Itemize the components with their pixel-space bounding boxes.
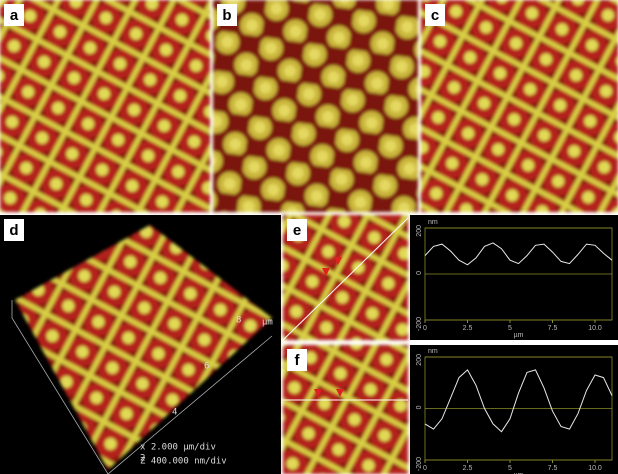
x-tick-label: 10.0 <box>588 325 602 332</box>
y-axis-label: nm <box>428 219 438 226</box>
panel-label: a <box>10 7 19 24</box>
afm-image-b <box>213 0 418 212</box>
3d-tick-label: 2 <box>140 454 145 464</box>
profile-e-bg <box>410 215 618 340</box>
y-tick-label: -200 <box>416 317 423 331</box>
scale-z: Z 400.000 nm/div <box>140 457 227 467</box>
y-axis-label: nm <box>428 348 438 355</box>
panel-label: c <box>431 7 439 24</box>
x-tick-label: 10.0 <box>588 465 602 472</box>
axis-unit: µm <box>262 318 273 328</box>
3d-tick-label: 8 <box>236 316 241 326</box>
panel-label: d <box>9 222 18 239</box>
x-tick-label: 7.5 <box>548 465 558 472</box>
3d-tick-label: 6 <box>204 362 209 372</box>
panel-label: e <box>293 222 301 239</box>
x-tick-label: 5 <box>508 465 512 472</box>
afm-image-c <box>421 0 618 212</box>
x-tick-label: 0 <box>423 465 427 472</box>
y-tick-label: 200 <box>416 354 423 366</box>
3d-tick-label: 4 <box>172 408 177 418</box>
x-tick-label: 0 <box>423 325 427 332</box>
panel-label: b <box>222 7 231 24</box>
x-tick-label: 2.5 <box>463 325 473 332</box>
y-tick-label: 200 <box>416 225 423 237</box>
profile-f-bg <box>410 345 618 474</box>
y-tick-label: 0 <box>416 271 423 275</box>
x-tick-label: 2.5 <box>463 465 473 472</box>
figure: x 2.000 µm/div Z 400.000 nm/div µm a b c d e… <box>0 0 618 474</box>
afm-image-a <box>0 0 210 212</box>
x-tick-label: 5 <box>508 325 512 332</box>
x-tick-label: 7.5 <box>548 325 558 332</box>
y-tick-label: -200 <box>416 457 423 471</box>
y-tick-label: 0 <box>416 405 423 409</box>
x-axis-label: µm <box>514 332 524 339</box>
scale-x: x 2.000 µm/div <box>140 443 216 453</box>
